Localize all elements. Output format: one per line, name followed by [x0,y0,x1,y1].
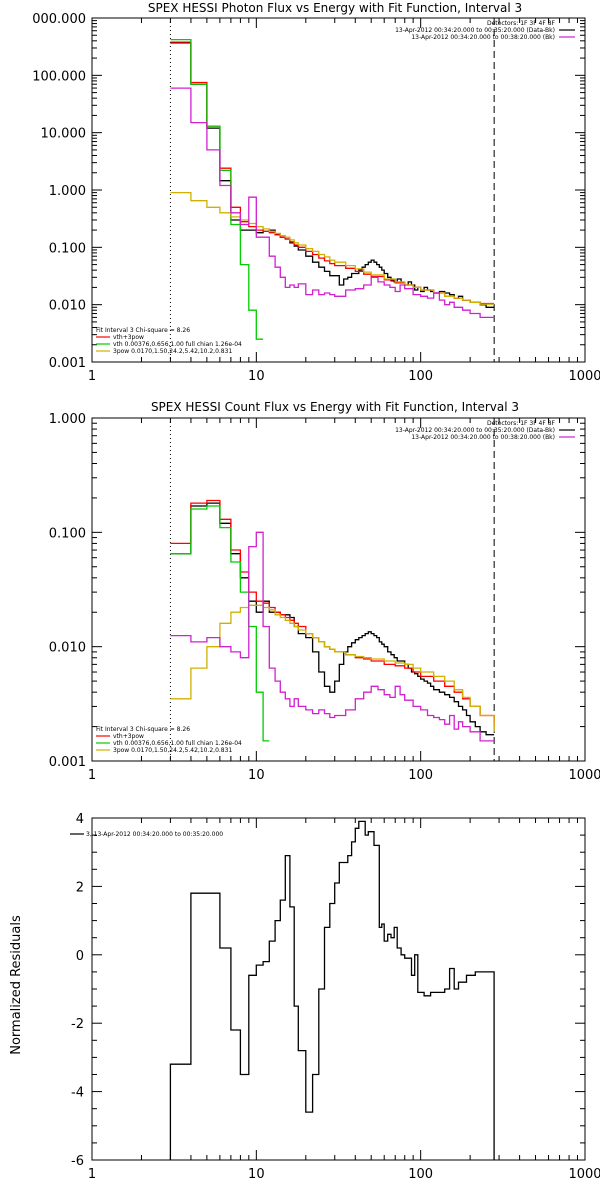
legend-right-text: Detectors: 1F 3F 4F 8F [487,420,556,427]
x-tick-label: 100 [408,768,433,783]
y-tick-label: 100.000 [32,69,86,84]
panel3-ylabel: Normalized Residuals [9,915,24,1055]
series-2-3 [170,505,270,742]
legend-right-text: 13-Apr-2012 00:34:20.000 to 00:35:20.000… [395,427,555,434]
series-2-4 [170,604,495,732]
x-tick-label: 10 [248,768,265,783]
y-tick-label: 2 [76,880,84,895]
series-1-4 [170,191,495,305]
panel1-title: SPEX HESSI Photon Flux vs Energy with Fi… [148,1,522,15]
legend-right-text: Detectors: 1F 3F 4F 8F [487,20,556,27]
legend-left-text: vth 0.00376,0.656,1.00 full chian 1.26e-… [113,341,242,348]
y-tick-label: 1.000 [49,184,86,199]
legend-right-text: 13-Apr-2012 00:34:20.000 to 00:38:20.000… [411,434,555,441]
y-tick-label: 4 [76,812,84,827]
y-tick-label: 0.010 [49,641,86,656]
x-tick-label: 1 [88,768,96,783]
legend-left-text: Fit Interval 3 Chi-square = 8.26 [96,726,190,733]
panel2-title: SPEX HESSI Count Flux vs Energy with Fit… [151,400,519,414]
series-3-1 [169,820,495,1160]
x-tick-label: 1 [88,369,96,384]
x-tick-label: 10 [248,369,265,384]
x-tick-label: 1000 [568,1167,600,1182]
y-tick-label: 0.001 [49,356,86,371]
series-1-5 [170,87,495,319]
legend-left-text: vth+3pow [113,733,144,740]
legend-left-text: 3pow 0.0170,1.50,24.2,5.42,10.2,0.831 [113,747,232,754]
y-tick-label: -4 [71,1086,84,1101]
series-2-5 [170,531,495,742]
plot-frame-2 [91,417,586,762]
y-tick-label: -6 [71,1154,84,1169]
y-tick-label: 000.000 [32,12,86,27]
x-tick-label: 1000 [568,768,600,783]
y-tick-label: 0.010 [49,299,86,314]
y-tick-label: 0.100 [49,241,86,256]
y-tick-label: 1.000 [49,412,86,427]
x-tick-label: 100 [408,1167,433,1182]
legend-right-text: 13-Apr-2012 00:34:20.000 to 00:35:20.000… [395,27,555,34]
x-tick-label: 100 [408,369,433,384]
legend-left-text: vth 0.00376,0.656,1.00 full chian 1.26e-… [113,740,242,747]
panel3-legend: 3, 13-Apr-2012 00:34:20.000 to 00:35:20.… [86,831,223,838]
legend-right-text: 13-Apr-2012 00:34:20.000 to 00:38:20.000… [411,34,555,41]
y-tick-label: 0.100 [49,526,86,541]
y-tick-label: 0 [76,949,84,964]
legend-left-text: Fit Interval 3 Chi-square = 8.26 [96,327,190,334]
y-tick-label: -2 [71,1017,84,1032]
x-tick-label: 1 [88,1167,96,1182]
y-tick-label: 0.001 [49,755,86,770]
x-tick-label: 10 [248,1167,265,1182]
legend-left-text: 3pow 0.0170,1.50,24.2,5.42,10.2,0.831 [113,348,232,355]
y-tick-label: 10.000 [41,127,87,142]
legend-left-text: vth+3pow [113,334,144,341]
x-tick-label: 1000 [568,369,600,384]
